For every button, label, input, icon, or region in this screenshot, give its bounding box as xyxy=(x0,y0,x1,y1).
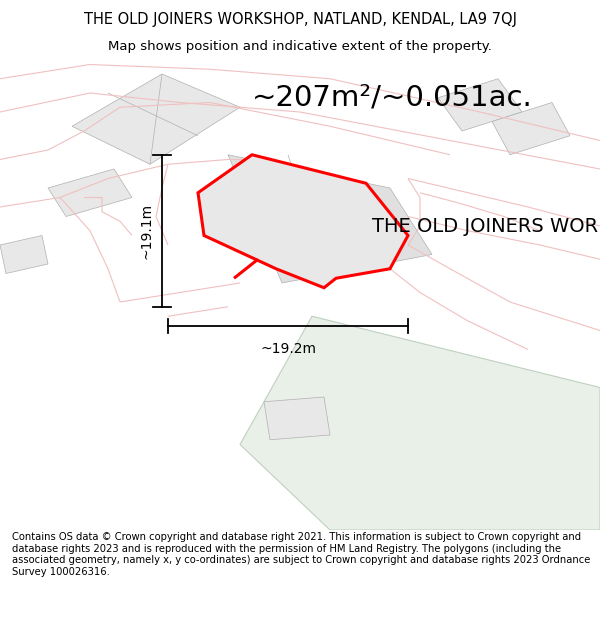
Text: ~207m²/~0.051ac.: ~207m²/~0.051ac. xyxy=(252,84,533,112)
Polygon shape xyxy=(198,155,408,288)
Polygon shape xyxy=(240,316,600,530)
Polygon shape xyxy=(72,74,240,164)
Polygon shape xyxy=(228,155,432,283)
Polygon shape xyxy=(492,102,570,155)
Text: Map shows position and indicative extent of the property.: Map shows position and indicative extent… xyxy=(108,39,492,52)
Polygon shape xyxy=(264,397,330,440)
Polygon shape xyxy=(438,79,522,131)
Polygon shape xyxy=(48,169,132,216)
Text: THE OLD JOINERS WORKSHOP: THE OLD JOINERS WORKSHOP xyxy=(372,216,600,236)
Text: THE OLD JOINERS WORKSHOP, NATLAND, KENDAL, LA9 7QJ: THE OLD JOINERS WORKSHOP, NATLAND, KENDA… xyxy=(83,12,517,27)
Text: Contains OS data © Crown copyright and database right 2021. This information is : Contains OS data © Crown copyright and d… xyxy=(12,532,590,577)
Polygon shape xyxy=(0,236,48,274)
Text: ~19.2m: ~19.2m xyxy=(260,342,316,356)
Text: ~19.1m: ~19.1m xyxy=(139,202,153,259)
